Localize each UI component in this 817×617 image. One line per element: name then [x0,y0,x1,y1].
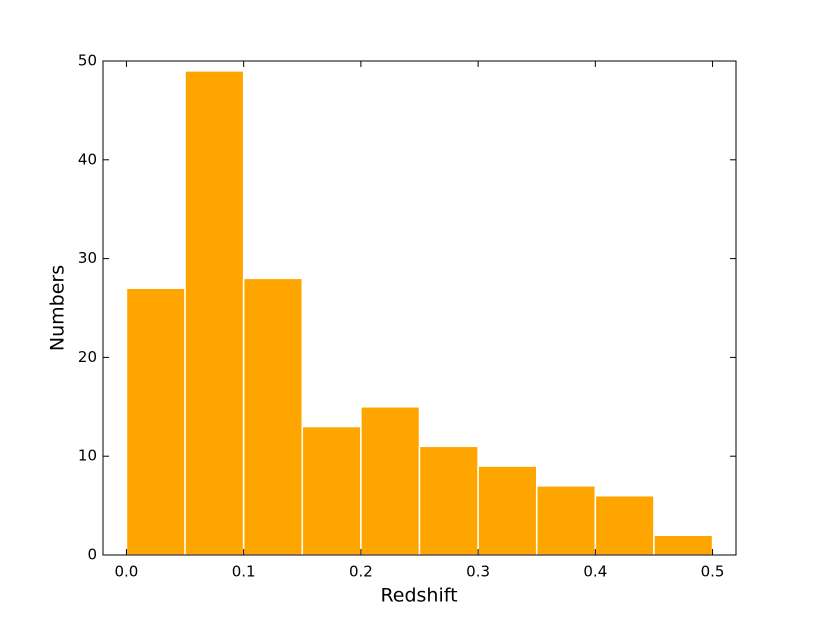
y-axis-label: Numbers [47,265,69,351]
plot-frame [102,60,737,556]
y-tick-label: 20 [78,348,97,366]
bar [418,445,479,556]
y-tick-label: 50 [78,52,97,70]
bar [477,465,538,556]
bar [301,425,362,556]
y-tick-label: 10 [78,447,97,465]
x-tick-label: 0.5 [701,563,725,581]
x-tick-label: 0.4 [583,563,607,581]
bar [242,277,304,556]
bar [535,485,597,556]
bar [653,534,714,556]
y-tick-label: 0 [87,546,97,564]
y-tick-label: 40 [78,150,97,168]
bar [360,406,421,556]
x-tick-label: 0.2 [349,563,373,581]
bar [184,70,245,556]
bar [594,494,655,556]
y-tick-label: 30 [78,249,97,267]
bar [125,287,186,556]
x-axis-label: Redshift [380,585,457,607]
x-tick-label: 0.0 [115,563,139,581]
x-tick-label: 0.1 [232,563,256,581]
x-tick-label: 0.3 [466,563,490,581]
